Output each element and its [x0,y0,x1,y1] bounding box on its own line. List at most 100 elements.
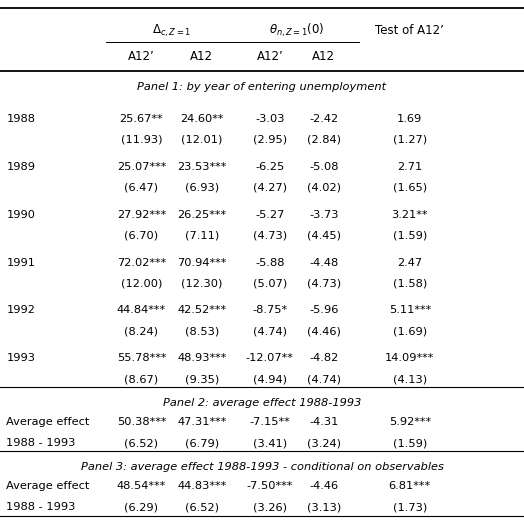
Text: (1.58): (1.58) [392,278,427,289]
Text: -4.82: -4.82 [309,353,339,363]
Text: (12.30): (12.30) [181,278,222,289]
Text: 3.21**: 3.21** [391,210,428,220]
Text: Panel 3: average effect 1988-1993 - conditional on observables: Panel 3: average effect 1988-1993 - cond… [81,462,443,472]
Text: (8.67): (8.67) [124,374,159,384]
Text: 47.31***: 47.31*** [177,418,226,427]
Text: 1988 - 1993: 1988 - 1993 [6,502,75,512]
Text: 44.83***: 44.83*** [177,482,226,491]
Text: (4.74): (4.74) [307,374,341,384]
Text: 1992: 1992 [6,305,35,316]
Text: 2.47: 2.47 [397,257,422,268]
Text: -8.75*: -8.75* [252,305,288,316]
Text: (5.07): (5.07) [253,278,287,289]
Text: 48.93***: 48.93*** [177,353,226,363]
Text: Panel 1: by year of entering unemployment: Panel 1: by year of entering unemploymen… [137,82,387,92]
Text: (6.52): (6.52) [185,502,219,512]
Text: (4.02): (4.02) [307,183,341,193]
Text: -5.88: -5.88 [255,257,285,268]
Text: (4.45): (4.45) [307,230,341,241]
Text: (4.46): (4.46) [307,326,341,336]
Text: (12.01): (12.01) [181,135,222,145]
Text: 1988 - 1993: 1988 - 1993 [6,438,75,448]
Text: 24.60**: 24.60** [180,114,224,124]
Text: (4.94): (4.94) [253,374,287,384]
Text: -4.48: -4.48 [309,257,339,268]
Text: 1.69: 1.69 [397,114,422,124]
Text: 25.07***: 25.07*** [117,162,166,172]
Text: 25.67**: 25.67** [119,114,163,124]
Text: 42.52***: 42.52*** [177,305,226,316]
Text: -6.25: -6.25 [255,162,285,172]
Text: 23.53***: 23.53*** [177,162,226,172]
Text: Average effect: Average effect [6,482,90,491]
Text: (1.27): (1.27) [392,135,427,145]
Text: (4.74): (4.74) [253,326,287,336]
Text: (11.93): (11.93) [121,135,162,145]
Text: 44.84***: 44.84*** [117,305,166,316]
Text: 1989: 1989 [6,162,35,172]
Text: (6.47): (6.47) [125,183,158,193]
Text: (9.35): (9.35) [184,374,219,384]
Text: -4.46: -4.46 [309,482,339,491]
Text: -2.42: -2.42 [309,114,339,124]
Text: (4.27): (4.27) [253,183,287,193]
Text: -12.07**: -12.07** [246,353,294,363]
Text: (4.13): (4.13) [392,374,427,384]
Text: A12’: A12’ [128,50,155,63]
Text: (8.53): (8.53) [184,326,219,336]
Text: (3.41): (3.41) [253,438,287,448]
Text: $\theta_{n,Z=1}(0)$: $\theta_{n,Z=1}(0)$ [269,22,325,40]
Text: 72.02***: 72.02*** [117,257,166,268]
Text: (1.65): (1.65) [392,183,427,193]
Text: (1.69): (1.69) [392,326,427,336]
Text: -7.15**: -7.15** [249,418,290,427]
Text: 1991: 1991 [6,257,35,268]
Text: (6.70): (6.70) [124,230,159,241]
Text: 1988: 1988 [6,114,35,124]
Text: 26.25***: 26.25*** [177,210,226,220]
Text: 70.94***: 70.94*** [177,257,226,268]
Text: (1.59): (1.59) [392,230,427,241]
Text: -3.03: -3.03 [255,114,285,124]
Text: -5.27: -5.27 [255,210,285,220]
Text: 1993: 1993 [6,353,35,363]
Text: 5.11***: 5.11*** [389,305,431,316]
Text: 50.38***: 50.38*** [117,418,166,427]
Text: (1.59): (1.59) [392,438,427,448]
Text: (6.29): (6.29) [125,502,158,512]
Text: (4.73): (4.73) [253,230,287,241]
Text: 14.09***: 14.09*** [385,353,434,363]
Text: -4.31: -4.31 [309,418,339,427]
Text: Test of A12’: Test of A12’ [375,24,444,37]
Text: -3.73: -3.73 [309,210,339,220]
Text: (12.00): (12.00) [121,278,162,289]
Text: -5.96: -5.96 [309,305,339,316]
Text: (2.95): (2.95) [253,135,287,145]
Text: -7.50***: -7.50*** [247,482,293,491]
Text: 27.92***: 27.92*** [117,210,166,220]
Text: 55.78***: 55.78*** [117,353,166,363]
Text: (6.79): (6.79) [184,438,219,448]
Text: (2.84): (2.84) [307,135,341,145]
Text: (7.11): (7.11) [184,230,219,241]
Text: 1990: 1990 [6,210,35,220]
Text: A12: A12 [190,50,213,63]
Text: $\Delta_{c,Z=1}$: $\Delta_{c,Z=1}$ [152,22,191,39]
Text: -5.08: -5.08 [309,162,339,172]
Text: 6.81***: 6.81*** [389,482,431,491]
Text: 2.71: 2.71 [397,162,422,172]
Text: Panel 2: average effect 1988-1993: Panel 2: average effect 1988-1993 [163,398,361,408]
Text: (3.13): (3.13) [307,502,341,512]
Text: 5.92***: 5.92*** [389,418,431,427]
Text: (1.73): (1.73) [392,502,427,512]
Text: (6.93): (6.93) [184,183,219,193]
Text: A12’: A12’ [256,50,283,63]
Text: A12: A12 [312,50,335,63]
Text: Average effect: Average effect [6,418,90,427]
Text: (8.24): (8.24) [125,326,158,336]
Text: (6.52): (6.52) [125,438,158,448]
Text: (3.26): (3.26) [253,502,287,512]
Text: 48.54***: 48.54*** [117,482,166,491]
Text: (4.73): (4.73) [307,278,341,289]
Text: (3.24): (3.24) [307,438,341,448]
